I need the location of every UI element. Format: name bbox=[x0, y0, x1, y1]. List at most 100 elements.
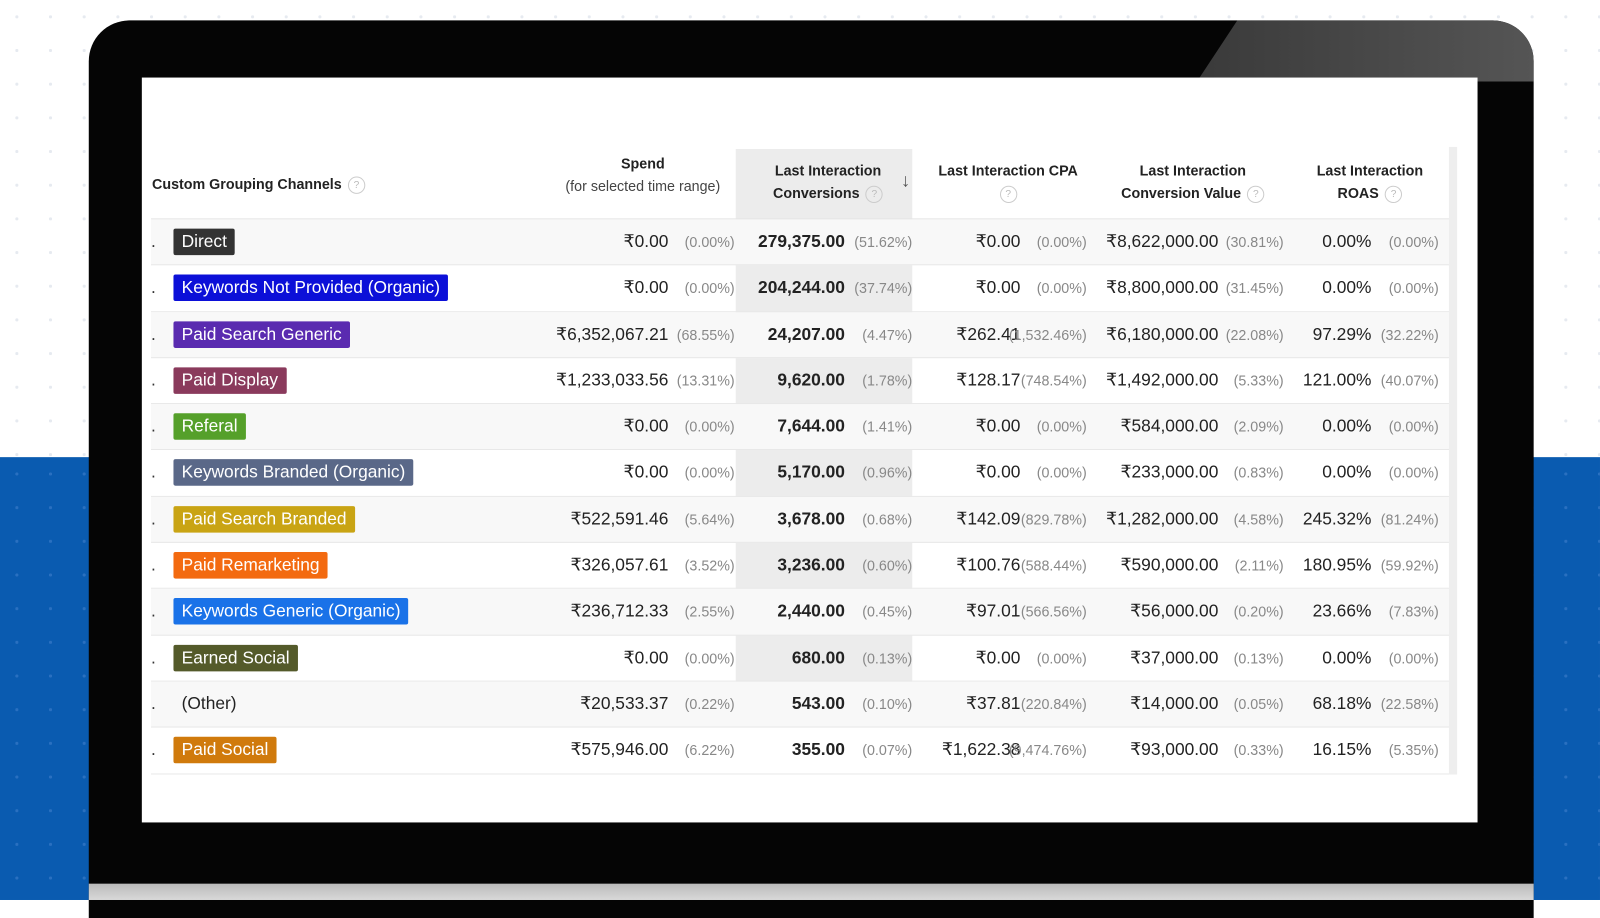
conversion-value: ₹1,282,000.00 bbox=[1106, 508, 1219, 529]
channel-badge[interactable]: Paid Remarketing bbox=[173, 552, 328, 579]
cpa-value: ₹0.00 bbox=[975, 416, 1021, 436]
channel-badge[interactable]: Keywords Not Provided (Organic) bbox=[173, 274, 449, 302]
cpa-percent: (0.00%) bbox=[1036, 418, 1087, 435]
spend-value: ₹0.00 bbox=[623, 647, 669, 668]
help-icon[interactable]: ? bbox=[999, 185, 1017, 203]
conversions-value: 5,170.00 bbox=[777, 462, 845, 483]
sort-down-icon[interactable]: ↓ bbox=[901, 170, 911, 191]
conversion-value-percent: (30.81%) bbox=[1225, 233, 1284, 250]
conversion-value-percent: (22.08%) bbox=[1225, 326, 1284, 343]
roas-value: 121.00% bbox=[1302, 370, 1372, 390]
row-index-marker: . bbox=[151, 740, 156, 760]
spend-value: ₹0.00 bbox=[623, 416, 669, 436]
roas-value: 180.95% bbox=[1302, 555, 1372, 575]
cpa-value: ₹0.00 bbox=[975, 647, 1021, 668]
spend-percent: (68.55%) bbox=[676, 326, 735, 343]
header-label: Last Interaction bbox=[1139, 162, 1247, 179]
header-label: Spend bbox=[621, 155, 665, 172]
conversion-value: ₹1,492,000.00 bbox=[1106, 370, 1219, 390]
conversions-value: 3,678.00 bbox=[777, 508, 845, 529]
conversions-value: 2,440.00 bbox=[777, 601, 845, 621]
help-icon[interactable]: ? bbox=[865, 185, 884, 203]
conversion-value: ₹6,180,000.00 bbox=[1106, 324, 1219, 344]
channel-badge[interactable]: Paid Search Generic bbox=[173, 321, 350, 348]
spend-percent: (0.00%) bbox=[684, 649, 735, 666]
cpa-value: ₹37.81 bbox=[965, 693, 1021, 714]
conversions-percent: (37.74%) bbox=[854, 279, 913, 297]
table-row[interactable]: . Keywords Not Provided (Organic) ₹0.00 … bbox=[151, 266, 1449, 312]
spend-percent: (0.00%) bbox=[684, 464, 735, 482]
header-spend[interactable]: Spend (for selected time range) bbox=[541, 152, 745, 197]
header-sublabel: (for selected time range) bbox=[565, 177, 721, 194]
table-row[interactable]: . Keywords Branded (Organic) ₹0.00 (0.00… bbox=[151, 450, 1449, 497]
table-row[interactable]: . Paid Remarketing ₹326,057.61 (3.52%) 3… bbox=[151, 543, 1449, 590]
help-icon[interactable]: ? bbox=[1384, 185, 1403, 203]
table-row[interactable]: . Direct ₹0.00 (0.00%) 279,375.00 (51.62… bbox=[151, 219, 1449, 266]
channel-badge[interactable]: Paid Search Branded bbox=[173, 505, 355, 533]
conversions-value: 9,620.00 bbox=[777, 370, 845, 390]
laptop-screen: Custom Grouping Channels? Spend (for sele… bbox=[141, 77, 1478, 823]
table-row[interactable]: . (Other) ₹20,533.37 (0.22%) 543.00 (0.1… bbox=[151, 681, 1449, 728]
conversion-value: ₹590,000.00 bbox=[1120, 555, 1219, 575]
spend-value: ₹575,946.00 bbox=[570, 740, 669, 760]
table-row[interactable]: . Paid Display ₹1,233,033.56 (13.31%) 9,… bbox=[151, 358, 1449, 405]
table-row[interactable]: . Keywords Generic (Organic) ₹236,712.33… bbox=[151, 589, 1449, 636]
vertical-scrollbar[interactable] bbox=[1448, 146, 1458, 775]
roas-value: 68.18% bbox=[1312, 693, 1372, 714]
header-conversion-value[interactable]: Last Interaction Conversion Value? bbox=[1095, 159, 1291, 204]
cpa-value: ₹100.76 bbox=[956, 555, 1021, 575]
header-label: Conversion Value bbox=[1121, 184, 1242, 202]
channel-badge[interactable]: Paid Social bbox=[173, 736, 277, 764]
conversion-value-percent: (2.09%) bbox=[1233, 418, 1284, 435]
table-row[interactable]: . Referal ₹0.00 (0.00%) 7,644.00 (1.41%)… bbox=[151, 404, 1449, 451]
row-index-marker: . bbox=[151, 416, 156, 436]
spend-percent: (0.22%) bbox=[684, 695, 735, 713]
table-row[interactable]: . Paid Social ₹575,946.00 (6.22%) 355.00… bbox=[151, 728, 1449, 775]
header-roas[interactable]: Last Interaction ROAS? bbox=[1291, 159, 1449, 204]
cpa-percent: (588.44%) bbox=[1020, 557, 1087, 574]
conversions-percent: (1.41%) bbox=[862, 418, 913, 435]
row-index-marker: . bbox=[151, 555, 156, 575]
help-icon[interactable]: ? bbox=[347, 176, 366, 194]
roas-percent: (22.58%) bbox=[1380, 695, 1439, 713]
roas-value: 0.00% bbox=[1322, 277, 1372, 298]
roas-value: 0.00% bbox=[1322, 462, 1372, 483]
cpa-percent: (1,532.46%) bbox=[1008, 326, 1087, 343]
conversion-value-percent: (2.11%) bbox=[1234, 557, 1284, 574]
conversions-percent: (0.68%) bbox=[862, 510, 913, 528]
conversion-value-percent: (0.20%) bbox=[1233, 603, 1284, 620]
table-row[interactable]: . Earned Social ₹0.00 (0.00%) 680.00 (0.… bbox=[151, 635, 1449, 682]
conversion-value: ₹233,000.00 bbox=[1120, 462, 1219, 483]
channel-badge[interactable]: (Other) bbox=[181, 693, 237, 714]
channel-badge[interactable]: Earned Social bbox=[173, 644, 298, 672]
header-channel[interactable]: Custom Grouping Channels? bbox=[152, 172, 366, 194]
channel-badge[interactable]: Referal bbox=[173, 413, 246, 440]
conversions-value: 3,236.00 bbox=[777, 555, 845, 575]
spend-value: ₹0.00 bbox=[623, 231, 669, 252]
channel-badge[interactable]: Keywords Branded (Organic) bbox=[173, 459, 414, 487]
header-cpa[interactable]: Last Interaction CPA? bbox=[927, 159, 1090, 204]
spend-value: ₹0.00 bbox=[623, 462, 669, 483]
table-row[interactable]: . Paid Search Generic ₹6,352,067.21 (68.… bbox=[151, 311, 1449, 359]
channel-badge[interactable]: Paid Display bbox=[173, 367, 287, 394]
spend-percent: (2.55%) bbox=[684, 603, 735, 620]
help-icon[interactable]: ? bbox=[1247, 185, 1265, 203]
roas-percent: (0.00%) bbox=[1388, 464, 1439, 482]
conversions-percent: (51.62%) bbox=[854, 233, 913, 250]
channel-badge[interactable]: Direct bbox=[173, 228, 236, 256]
cpa-value: ₹0.00 bbox=[975, 462, 1021, 483]
channel-badge[interactable]: Keywords Generic (Organic) bbox=[173, 598, 409, 625]
table-header: Custom Grouping Channels? Spend (for sele… bbox=[151, 147, 1449, 220]
roas-percent: (0.00%) bbox=[1388, 233, 1439, 250]
cpa-percent: (9,474.76%) bbox=[1008, 742, 1087, 759]
header-conversions[interactable]: Last Interaction Conversions? bbox=[745, 159, 911, 204]
table-row[interactable]: . Paid Search Branded ₹522,591.46 (5.64%… bbox=[151, 496, 1449, 543]
roas-value: 23.66% bbox=[1312, 601, 1372, 621]
channels-table: Custom Grouping Channels? Spend (for sele… bbox=[151, 147, 1449, 775]
conversion-value: ₹8,622,000.00 bbox=[1106, 231, 1219, 252]
conversions-value: 24,207.00 bbox=[767, 324, 845, 344]
conversion-value-percent: (31.45%) bbox=[1225, 279, 1284, 297]
cpa-value: ₹0.00 bbox=[975, 231, 1021, 252]
conversions-percent: (0.45%) bbox=[862, 603, 913, 620]
roas-value: 16.15% bbox=[1312, 740, 1372, 760]
